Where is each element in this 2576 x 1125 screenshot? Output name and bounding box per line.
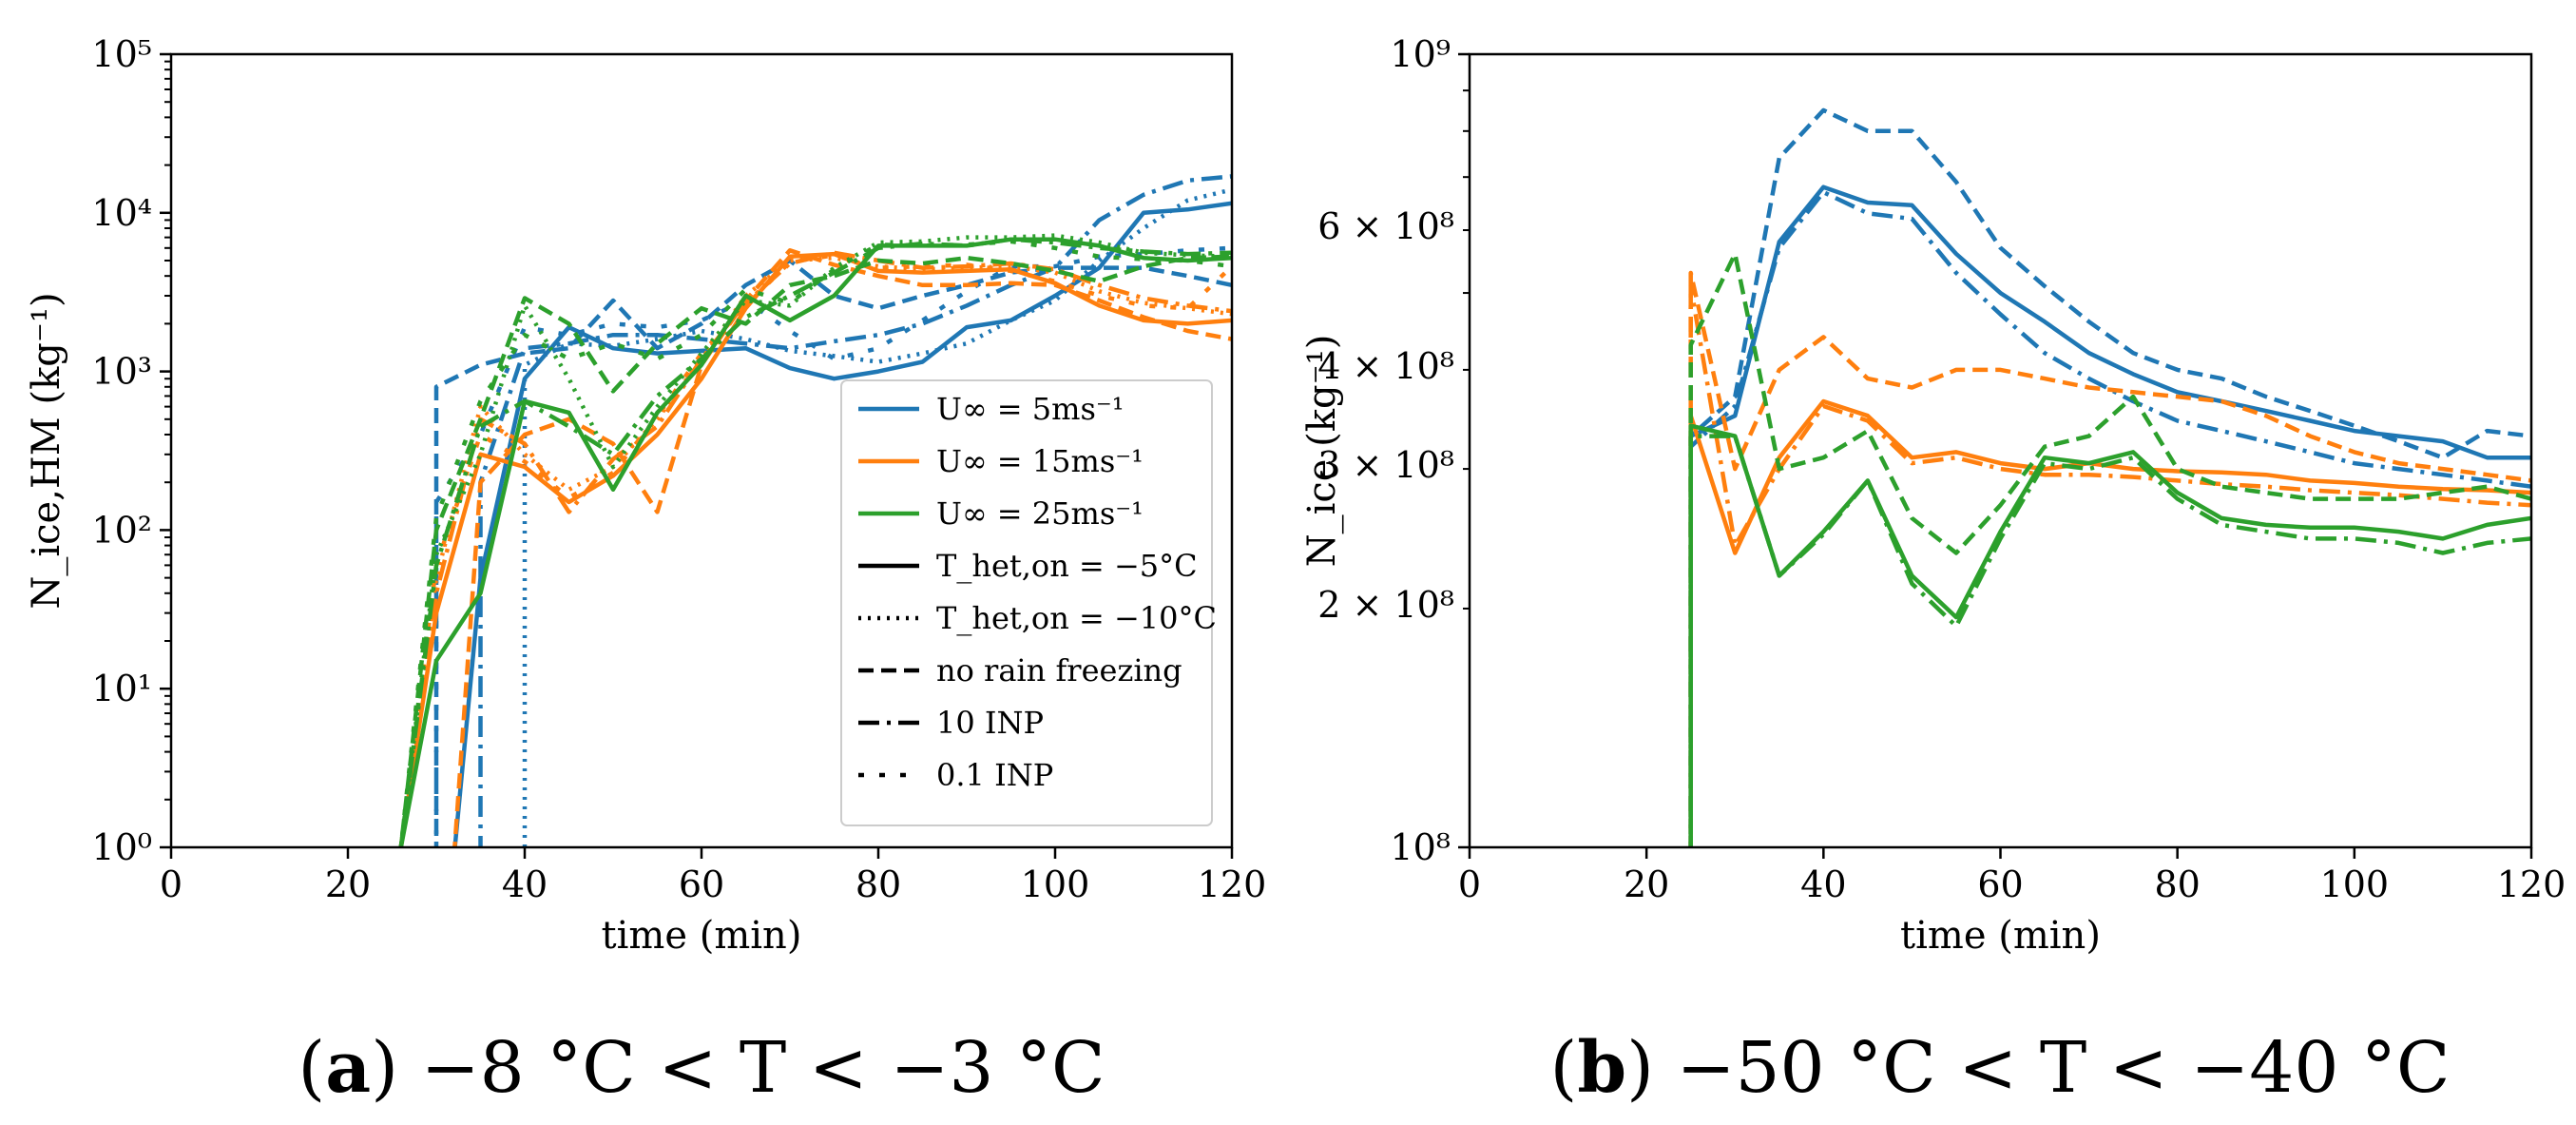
legend: U∞ = 5ms⁻¹ U∞ = 15ms⁻¹ U∞ = 25ms⁻¹ T_het,on…	[841, 380, 1217, 825]
y-tick-label: 10⁵	[91, 33, 152, 75]
y-minor-tick-label: 2 × 10⁸	[1317, 584, 1454, 626]
x-tick-label: 80	[2154, 863, 2200, 905]
caption-paren: )	[1626, 1027, 1676, 1109]
x-tick-label: 80	[855, 863, 901, 905]
x-tick-label: 100	[2320, 863, 2390, 905]
y-tick-label: 10⁰	[91, 826, 152, 868]
y-minor-tick-label: 6 × 10⁸	[1317, 205, 1454, 247]
x-axis-label: time (min)	[602, 914, 802, 958]
figure: 0 20 40 60 80 100 120 10⁰ 10¹ 10² 10³ 10⁴ 10⁵ time (m…	[0, 0, 2576, 1125]
x-tick-label: 20	[1624, 863, 1669, 905]
legend-entry: U∞ = 5ms⁻¹	[936, 391, 1125, 427]
series-line-b-0	[1691, 187, 2531, 857]
legend-entry: no rain freezing	[936, 652, 1182, 689]
x-axis-label: time (min)	[1900, 914, 2101, 958]
y-tick-label: 10³	[91, 351, 152, 393]
x-tick-label: 0	[160, 863, 183, 905]
series-line-b-6	[1691, 426, 2531, 857]
x-tick-label: 40	[1800, 863, 1846, 905]
panel-caption: (b) −50 °C < T < −40 °C	[1549, 1027, 2450, 1109]
caption-text: −8 °C < T < −3 °C	[421, 1027, 1105, 1109]
caption-letter: a	[325, 1027, 371, 1109]
caption-text: −50 °C < T < −40 °C	[1676, 1027, 2450, 1109]
caption-paren: (	[1549, 1027, 1577, 1109]
caption-paren: )	[371, 1027, 420, 1109]
panel-caption: (a) −8 °C < T < −3 °C	[298, 1027, 1105, 1109]
x-tick-label: 120	[1198, 863, 1267, 905]
series-line-b-1	[1691, 110, 2531, 857]
x-tick-label: 120	[2497, 863, 2566, 905]
series-line-b-2	[1691, 192, 2531, 857]
x-tick-label: 20	[325, 863, 371, 905]
y-axis-label: N_ice,HM (kg⁻¹)	[25, 292, 68, 609]
y-tick-label: 10¹	[91, 668, 152, 709]
caption-letter: b	[1577, 1027, 1626, 1109]
legend-entry: U∞ = 25ms⁻¹	[936, 495, 1144, 532]
x-tick-label: 0	[1458, 863, 1481, 905]
x-tick-label: 100	[1021, 863, 1090, 905]
x-tick-label: 60	[679, 863, 724, 905]
legend-entry: U∞ = 15ms⁻¹	[936, 443, 1144, 479]
legend-entry: 10 INP	[936, 705, 1044, 741]
legend-entry: 0.1 INP	[936, 757, 1053, 793]
plot-frame	[1470, 54, 2531, 847]
x-tick-label: 60	[1977, 863, 2023, 905]
series-line-b-5	[1691, 286, 2531, 857]
y-tick-label: 10²	[91, 509, 152, 551]
caption-paren: (	[298, 1027, 325, 1109]
x-tick-label: 40	[502, 863, 548, 905]
series-group	[1691, 110, 2531, 857]
legend-entry: T_het,on = −10°C	[936, 600, 1217, 636]
legend-entry: T_het,on = −5°C	[936, 548, 1198, 584]
y-tick-label: 10⁸	[1390, 826, 1451, 868]
y-tick-label: 10⁴	[91, 192, 152, 234]
panel-a: 0 20 40 60 80 100 120 10⁰ 10¹ 10² 10³ 10⁴ 10⁵ time (m…	[25, 33, 1266, 1109]
y-tick-label: 10⁹	[1390, 33, 1451, 75]
y-axis-label: N_ice (kg⁻¹)	[1300, 335, 1344, 568]
series-line-b-4	[1691, 273, 2531, 857]
